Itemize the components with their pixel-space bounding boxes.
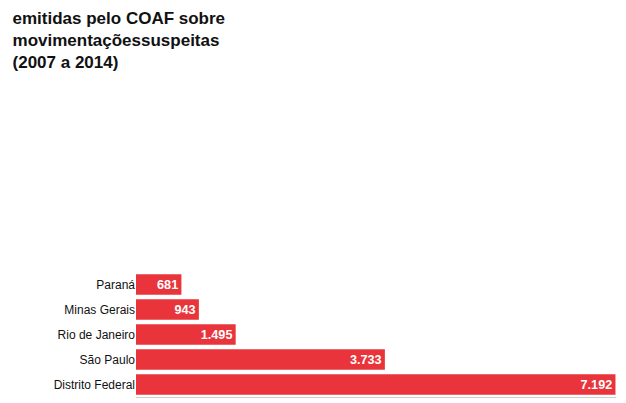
svg-text:Distrito Federal: Distrito Federal [54,378,135,392]
svg-text:681: 681 [157,278,178,292]
svg-text:7.192: 7.192 [581,378,613,392]
svg-text:1.495: 1.495 [201,328,233,342]
svg-text:São Paulo: São Paulo [80,353,136,367]
svg-text:emitidas pelo COAF sobremovime: emitidas pelo COAF sobremovimentaçõessus… [13,9,226,72]
svg-text:Paraná: Paraná [96,278,135,292]
svg-text:3.733: 3.733 [350,353,382,367]
svg-text:Rio de Janeiro: Rio de Janeiro [58,328,136,342]
svg-text:943: 943 [175,303,196,317]
svg-text:Minas Gerais: Minas Gerais [64,303,135,317]
